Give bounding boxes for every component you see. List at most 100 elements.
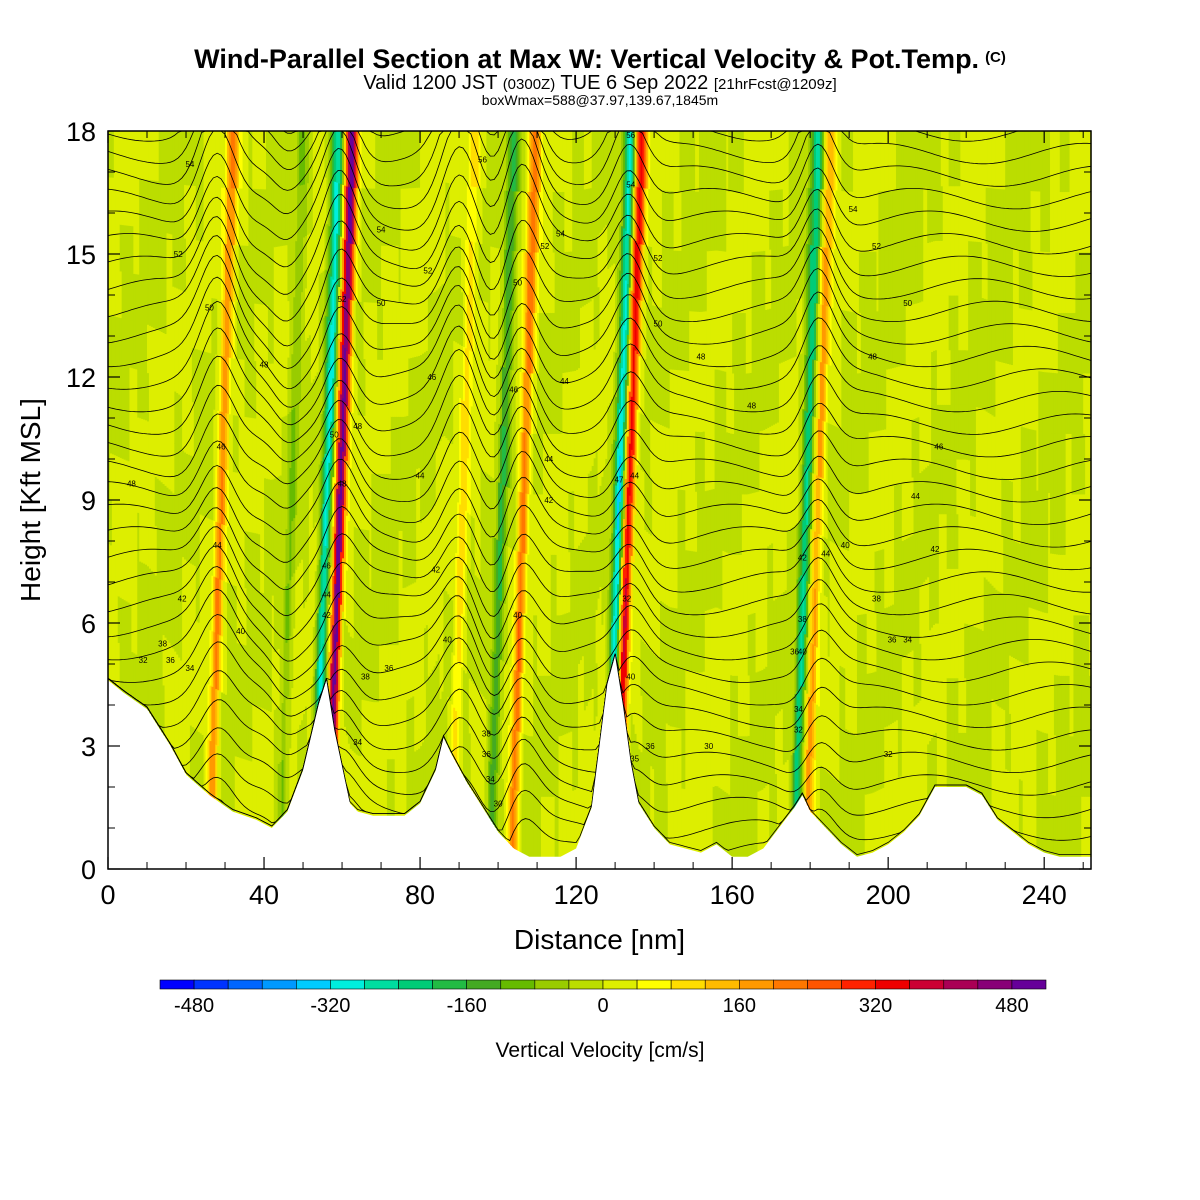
velocity-cell bbox=[176, 392, 179, 446]
velocity-cell bbox=[874, 191, 878, 252]
velocity-cell bbox=[535, 251, 538, 314]
velocity-cell bbox=[745, 191, 749, 253]
velocity-cell bbox=[665, 308, 669, 369]
velocity-cell bbox=[734, 614, 737, 676]
velocity-cell bbox=[835, 485, 839, 545]
velocity-cell bbox=[587, 473, 591, 531]
velocity-cell bbox=[706, 190, 710, 252]
velocity-cell bbox=[139, 322, 142, 371]
velocity-cell bbox=[757, 371, 761, 432]
velocity-cell bbox=[139, 369, 142, 419]
velocity-cell bbox=[236, 699, 240, 758]
velocity-cell bbox=[164, 181, 168, 233]
velocity-cell bbox=[244, 701, 248, 760]
velocity-cell bbox=[564, 251, 567, 313]
velocity-cell bbox=[644, 700, 647, 758]
velocity-cell bbox=[784, 704, 788, 763]
velocity-cell bbox=[794, 693, 798, 751]
velocity-cell bbox=[269, 305, 273, 364]
velocity-cell bbox=[757, 491, 761, 552]
velocity-cell bbox=[661, 366, 665, 426]
velocity-cell bbox=[420, 633, 423, 691]
velocity-cell bbox=[498, 599, 501, 659]
velocity-cell bbox=[269, 189, 273, 248]
velocity-cell bbox=[277, 418, 281, 477]
velocity-cell bbox=[632, 723, 636, 779]
velocity-cell bbox=[394, 473, 398, 532]
velocity-cell bbox=[535, 735, 538, 797]
velocity-cell bbox=[663, 308, 667, 368]
velocity-cell bbox=[564, 793, 567, 855]
velocity-cell bbox=[689, 550, 692, 611]
velocity-cell bbox=[176, 653, 179, 707]
velocity-cell bbox=[269, 247, 273, 306]
velocity-cell bbox=[858, 795, 862, 857]
velocity-cell bbox=[638, 299, 642, 357]
velocity-cell bbox=[658, 482, 661, 542]
velocity-cell bbox=[476, 632, 480, 689]
velocity-cell bbox=[178, 656, 181, 711]
velocity-cell bbox=[234, 187, 238, 246]
velocity-cell bbox=[624, 676, 628, 728]
velocity-cell bbox=[242, 701, 246, 759]
velocity-cell bbox=[464, 131, 468, 186]
velocity-cell bbox=[515, 190, 519, 252]
velocity-cell bbox=[652, 768, 655, 828]
velocity-cell bbox=[207, 131, 211, 187]
velocity-cell bbox=[835, 603, 839, 663]
velocity-cell bbox=[386, 473, 390, 532]
velocity-cell bbox=[636, 409, 640, 466]
velocity-cell bbox=[736, 614, 739, 676]
velocity-cell bbox=[242, 758, 246, 816]
velocity-cell bbox=[743, 493, 747, 555]
velocity-cell bbox=[133, 178, 136, 227]
velocity-cell bbox=[622, 566, 626, 616]
velocity-cell bbox=[230, 357, 234, 415]
velocity-cell bbox=[332, 229, 335, 280]
velocity-cell bbox=[496, 597, 499, 657]
velocity-cell bbox=[390, 188, 394, 246]
velocity-cell bbox=[815, 360, 819, 419]
velocity-cell bbox=[658, 423, 661, 483]
velocity-cell bbox=[423, 682, 427, 739]
velocity-cell bbox=[749, 191, 753, 253]
velocity-cell bbox=[597, 234, 601, 288]
velocity-cell bbox=[347, 131, 351, 188]
velocity-cell bbox=[468, 459, 472, 515]
velocity-cell bbox=[677, 369, 681, 430]
velocity-cell bbox=[459, 290, 462, 345]
velocity-cell bbox=[521, 552, 525, 614]
velocity-cell bbox=[619, 455, 622, 502]
velocity-cell bbox=[108, 589, 111, 636]
velocity-cell bbox=[599, 687, 603, 739]
velocity-cell bbox=[195, 294, 199, 350]
velocity-cell bbox=[671, 607, 675, 668]
velocity-cell bbox=[170, 542, 173, 595]
velocity-cell bbox=[749, 493, 753, 555]
velocity-cell bbox=[574, 250, 577, 312]
velocity-cell bbox=[778, 710, 782, 770]
velocity-cell bbox=[763, 608, 766, 669]
velocity-cell bbox=[125, 131, 129, 179]
velocity-cell bbox=[238, 187, 242, 246]
velocity-cell bbox=[291, 520, 294, 577]
velocity-cell bbox=[293, 572, 296, 629]
velocity-cell bbox=[833, 719, 837, 779]
velocity-cell bbox=[687, 250, 690, 312]
velocity-cell bbox=[724, 611, 727, 672]
velocity-cell bbox=[109, 131, 113, 178]
velocity-cell bbox=[199, 240, 203, 296]
velocity-cell bbox=[572, 430, 575, 492]
velocity-cell bbox=[505, 663, 509, 724]
velocity-cell bbox=[886, 249, 889, 311]
velocity-cell bbox=[780, 766, 784, 825]
velocity-cell bbox=[318, 464, 322, 513]
velocity-cell bbox=[420, 689, 423, 747]
velocity-cell bbox=[560, 554, 564, 616]
velocity-cell bbox=[747, 433, 751, 495]
velocity-cell bbox=[556, 251, 560, 314]
velocity-cell bbox=[240, 415, 244, 474]
velocity-cell bbox=[242, 359, 246, 417]
velocity-cell bbox=[390, 758, 394, 817]
velocity-cell bbox=[322, 410, 326, 458]
